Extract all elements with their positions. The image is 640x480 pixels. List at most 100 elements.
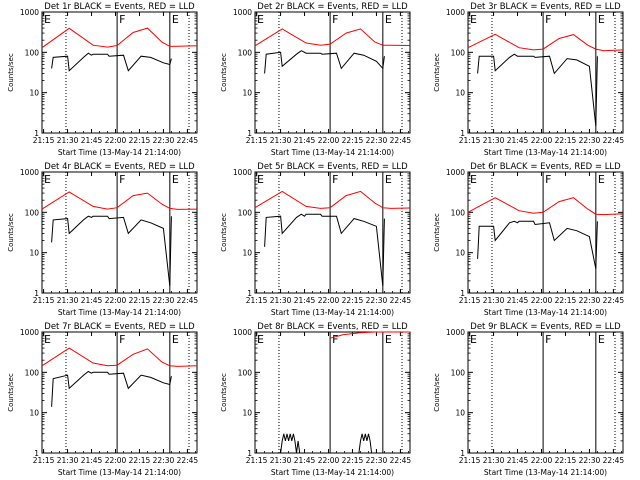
chart-title: Det 3r BLACK = Events, RED = LLD <box>470 2 621 12</box>
x-tick-label: 22:00 <box>531 456 553 465</box>
x-tick-label: 22:00 <box>105 296 127 305</box>
lld-rate-line <box>254 190 411 209</box>
y-tick-label: 1 <box>247 449 252 458</box>
x-tick-label: 22:15 <box>342 456 364 465</box>
x-tick-label: 22:15 <box>342 296 364 305</box>
y-tick-label: 100 <box>238 208 253 217</box>
x-tick-label: 22:00 <box>531 296 553 305</box>
segment-marker-e: E <box>44 13 51 26</box>
plot-frame <box>254 331 411 454</box>
plot-frame <box>41 171 198 294</box>
plot-frame <box>467 11 624 134</box>
x-tick-label: 22:45 <box>390 296 412 305</box>
events-rate-line <box>264 50 385 74</box>
y-axis-label: Counts/sec <box>220 373 228 412</box>
x-tick-label: 21:15 <box>459 456 481 465</box>
x-tick-label: 21:30 <box>270 456 292 465</box>
y-tick-label: 100 <box>451 208 466 217</box>
x-axis-label: Start Time (13-May-14 21:14:00) <box>484 308 607 317</box>
segment-marker-e: E <box>172 173 179 186</box>
x-tick-label: 22:15 <box>129 296 151 305</box>
y-tick-label: 1 <box>460 129 465 138</box>
segment-marker-e: E <box>470 173 477 186</box>
x-tick-label: 21:15 <box>246 136 268 145</box>
y-axis-label: Counts/sec <box>7 373 15 412</box>
y-tick-label: 10 <box>29 249 39 258</box>
segment-marker-e: E <box>598 333 605 346</box>
lld-rate-line <box>41 27 198 49</box>
x-tick-label: 21:15 <box>459 296 481 305</box>
lld-rate-line <box>254 28 411 47</box>
x-tick-label: 22:45 <box>603 456 625 465</box>
events-rate-line <box>51 215 172 286</box>
y-tick-label: 10 <box>29 409 39 418</box>
y-tick-label: 10 <box>455 409 465 418</box>
y-tick-label: 1 <box>34 129 39 138</box>
x-tick-label: 21:30 <box>57 296 79 305</box>
x-tick-label: 22:30 <box>579 136 601 145</box>
segment-marker-e: E <box>470 13 477 26</box>
x-axis-label: Start Time (13-May-14 21:14:00) <box>484 468 607 477</box>
segment-marker-e: E <box>470 333 477 346</box>
lld-rate-line <box>467 197 624 216</box>
chart-panel-9: Det 9r BLACK = Events, RED = LLD Counts/s… <box>433 322 624 477</box>
events-rate-line <box>51 52 172 72</box>
y-tick-label: 1000 <box>446 168 465 177</box>
y-tick-label: 1000 <box>20 8 39 17</box>
y-tick-label: 10 <box>455 89 465 98</box>
y-tick-label: 10 <box>455 249 465 258</box>
x-tick-label: 21:15 <box>459 136 481 145</box>
y-tick-label: 1 <box>34 289 39 298</box>
segment-marker-e: E <box>257 173 264 186</box>
lld-rate-line <box>329 331 410 339</box>
x-tick-label: 21:15 <box>33 136 55 145</box>
chart-panel-3: Det 3r BLACK = Events, RED = LLD Counts/s… <box>433 2 624 157</box>
y-tick-label: 1 <box>460 449 465 458</box>
y-tick-label: 10 <box>242 89 252 98</box>
segment-marker-f: F <box>545 173 551 186</box>
chart-panel-7: Det 7r BLACK = Events, RED = LLD Counts/s… <box>7 322 198 477</box>
y-tick-label: 1 <box>460 289 465 298</box>
x-tick-label: 21:45 <box>507 456 529 465</box>
y-tick-label: 100 <box>451 368 466 377</box>
y-axis-label: Counts/sec <box>7 53 15 92</box>
x-tick-label: 22:00 <box>318 136 340 145</box>
chart-title: Det 1r BLACK = Events, RED = LLD <box>44 2 195 12</box>
x-tick-label: 22:45 <box>177 136 199 145</box>
x-axis-label: Start Time (13-May-14 21:14:00) <box>58 308 181 317</box>
segment-marker-e: E <box>172 13 179 26</box>
x-tick-label: 21:45 <box>294 296 316 305</box>
y-axis-label: Counts/sec <box>433 213 441 252</box>
x-tick-label: 21:45 <box>81 136 103 145</box>
x-tick-label: 22:45 <box>603 136 625 145</box>
lld-rate-line <box>41 347 198 367</box>
x-tick-label: 22:00 <box>318 296 340 305</box>
x-axis-label: Start Time (13-May-14 21:14:00) <box>271 148 394 157</box>
x-tick-label: 22:30 <box>366 296 388 305</box>
y-tick-label: 100 <box>25 48 40 57</box>
x-tick-label: 21:15 <box>246 456 268 465</box>
x-tick-label: 21:45 <box>81 296 103 305</box>
x-tick-label: 22:15 <box>555 136 577 145</box>
x-tick-label: 22:30 <box>153 296 175 305</box>
y-tick-label: 1000 <box>233 168 252 177</box>
x-tick-label: 22:00 <box>531 136 553 145</box>
y-tick-label: 1000 <box>446 328 465 337</box>
x-tick-label: 21:15 <box>33 456 55 465</box>
y-tick-label: 1 <box>247 289 252 298</box>
x-tick-label: 22:45 <box>603 296 625 305</box>
segment-marker-e: E <box>598 13 605 26</box>
segment-marker-f: F <box>545 333 551 346</box>
y-tick-label: 10 <box>242 249 252 258</box>
x-tick-label: 22:30 <box>579 456 601 465</box>
plot-frame <box>41 11 198 134</box>
segment-marker-e: E <box>598 173 605 186</box>
chart-panel-1: Det 1r BLACK = Events, RED = LLD Counts/s… <box>7 2 198 157</box>
x-tick-label: 21:30 <box>270 296 292 305</box>
y-tick-label: 100 <box>238 368 253 377</box>
y-tick-label: 1 <box>34 449 39 458</box>
plot-frame <box>467 171 624 294</box>
chart-title: Det 6r BLACK = Events, RED = LLD <box>470 162 621 172</box>
y-axis-label: Counts/sec <box>220 213 228 252</box>
y-tick-label: 100 <box>451 48 466 57</box>
